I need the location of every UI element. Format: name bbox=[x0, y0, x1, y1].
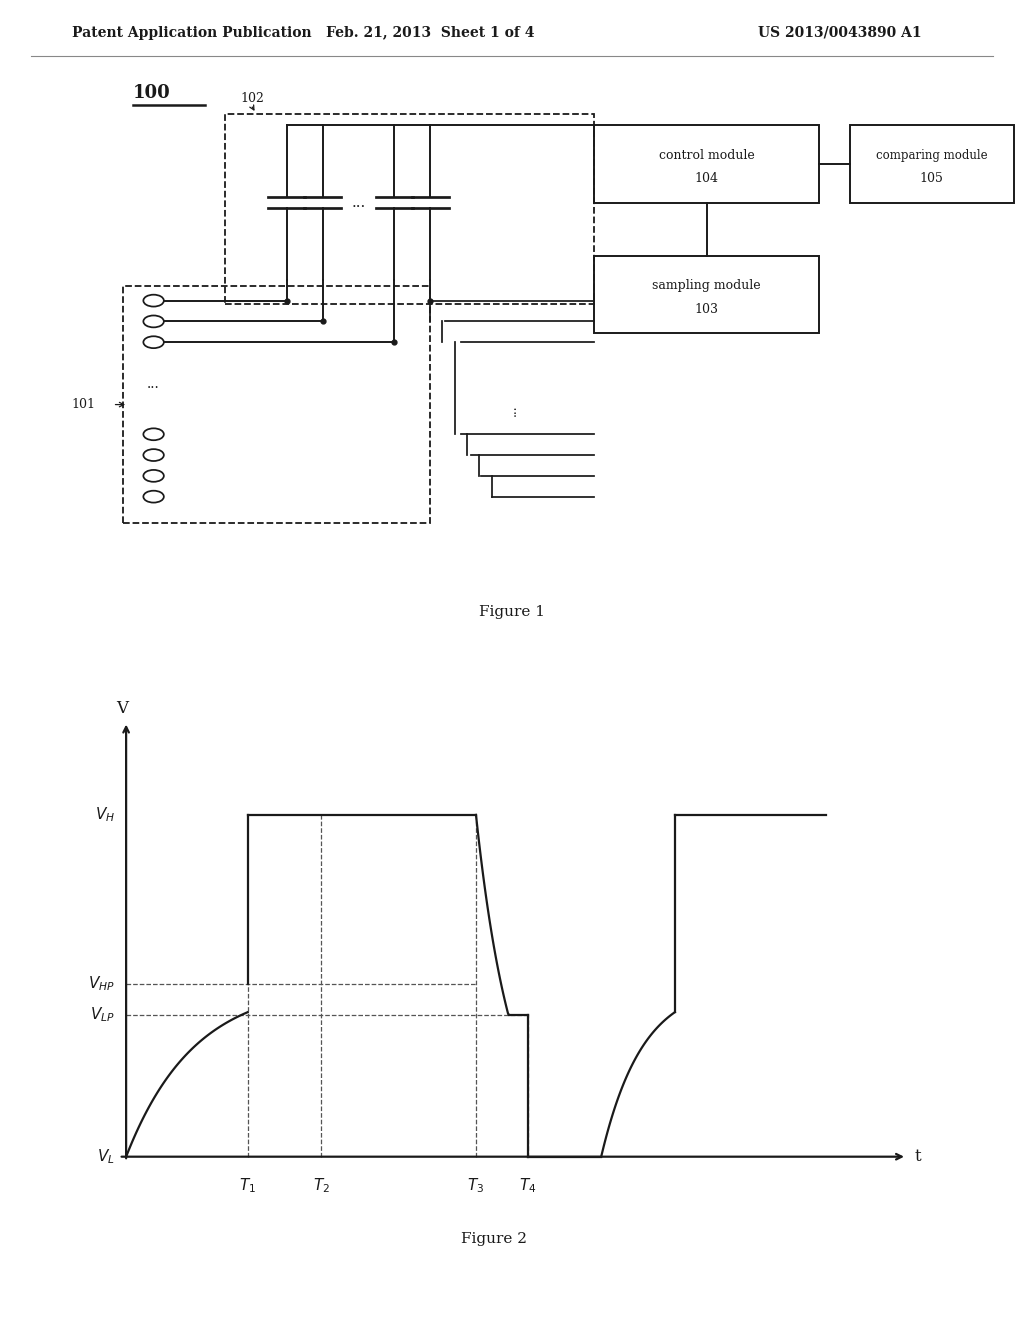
Text: Figure 2: Figure 2 bbox=[462, 1232, 527, 1246]
Text: 100: 100 bbox=[133, 84, 171, 102]
Text: t: t bbox=[914, 1148, 921, 1166]
Bar bbox=[594, 125, 819, 202]
Text: 104: 104 bbox=[694, 173, 719, 185]
Text: $T_3$: $T_3$ bbox=[467, 1176, 484, 1196]
Text: US 2013/0043890 A1: US 2013/0043890 A1 bbox=[758, 25, 922, 40]
Text: V: V bbox=[117, 700, 128, 717]
Text: sampling module: sampling module bbox=[652, 280, 761, 292]
Text: ...: ... bbox=[506, 405, 518, 416]
Text: $V_{HP}$: $V_{HP}$ bbox=[88, 974, 115, 993]
Text: $T_1$: $T_1$ bbox=[240, 1176, 256, 1196]
Text: Patent Application Publication: Patent Application Publication bbox=[72, 25, 311, 40]
Bar bbox=[850, 125, 1014, 202]
Text: $T_4$: $T_4$ bbox=[519, 1176, 537, 1196]
Text: 105: 105 bbox=[920, 173, 944, 185]
Text: $V_L$: $V_L$ bbox=[97, 1147, 115, 1166]
Text: ...: ... bbox=[351, 195, 366, 210]
Text: $V_H$: $V_H$ bbox=[95, 805, 115, 824]
Text: comparing module: comparing module bbox=[876, 149, 988, 161]
Text: Figure 1: Figure 1 bbox=[479, 606, 545, 619]
Text: control module: control module bbox=[658, 149, 755, 161]
Text: 102: 102 bbox=[241, 91, 264, 104]
Text: 103: 103 bbox=[694, 304, 719, 315]
Text: ...: ... bbox=[147, 376, 160, 391]
Bar bbox=[225, 114, 594, 304]
Text: 101: 101 bbox=[72, 399, 95, 411]
Bar bbox=[123, 286, 430, 523]
Text: Feb. 21, 2013  Sheet 1 of 4: Feb. 21, 2013 Sheet 1 of 4 bbox=[326, 25, 535, 40]
Text: $V_{LP}$: $V_{LP}$ bbox=[90, 1006, 115, 1024]
Bar bbox=[594, 256, 819, 333]
Text: $T_2$: $T_2$ bbox=[312, 1176, 330, 1196]
